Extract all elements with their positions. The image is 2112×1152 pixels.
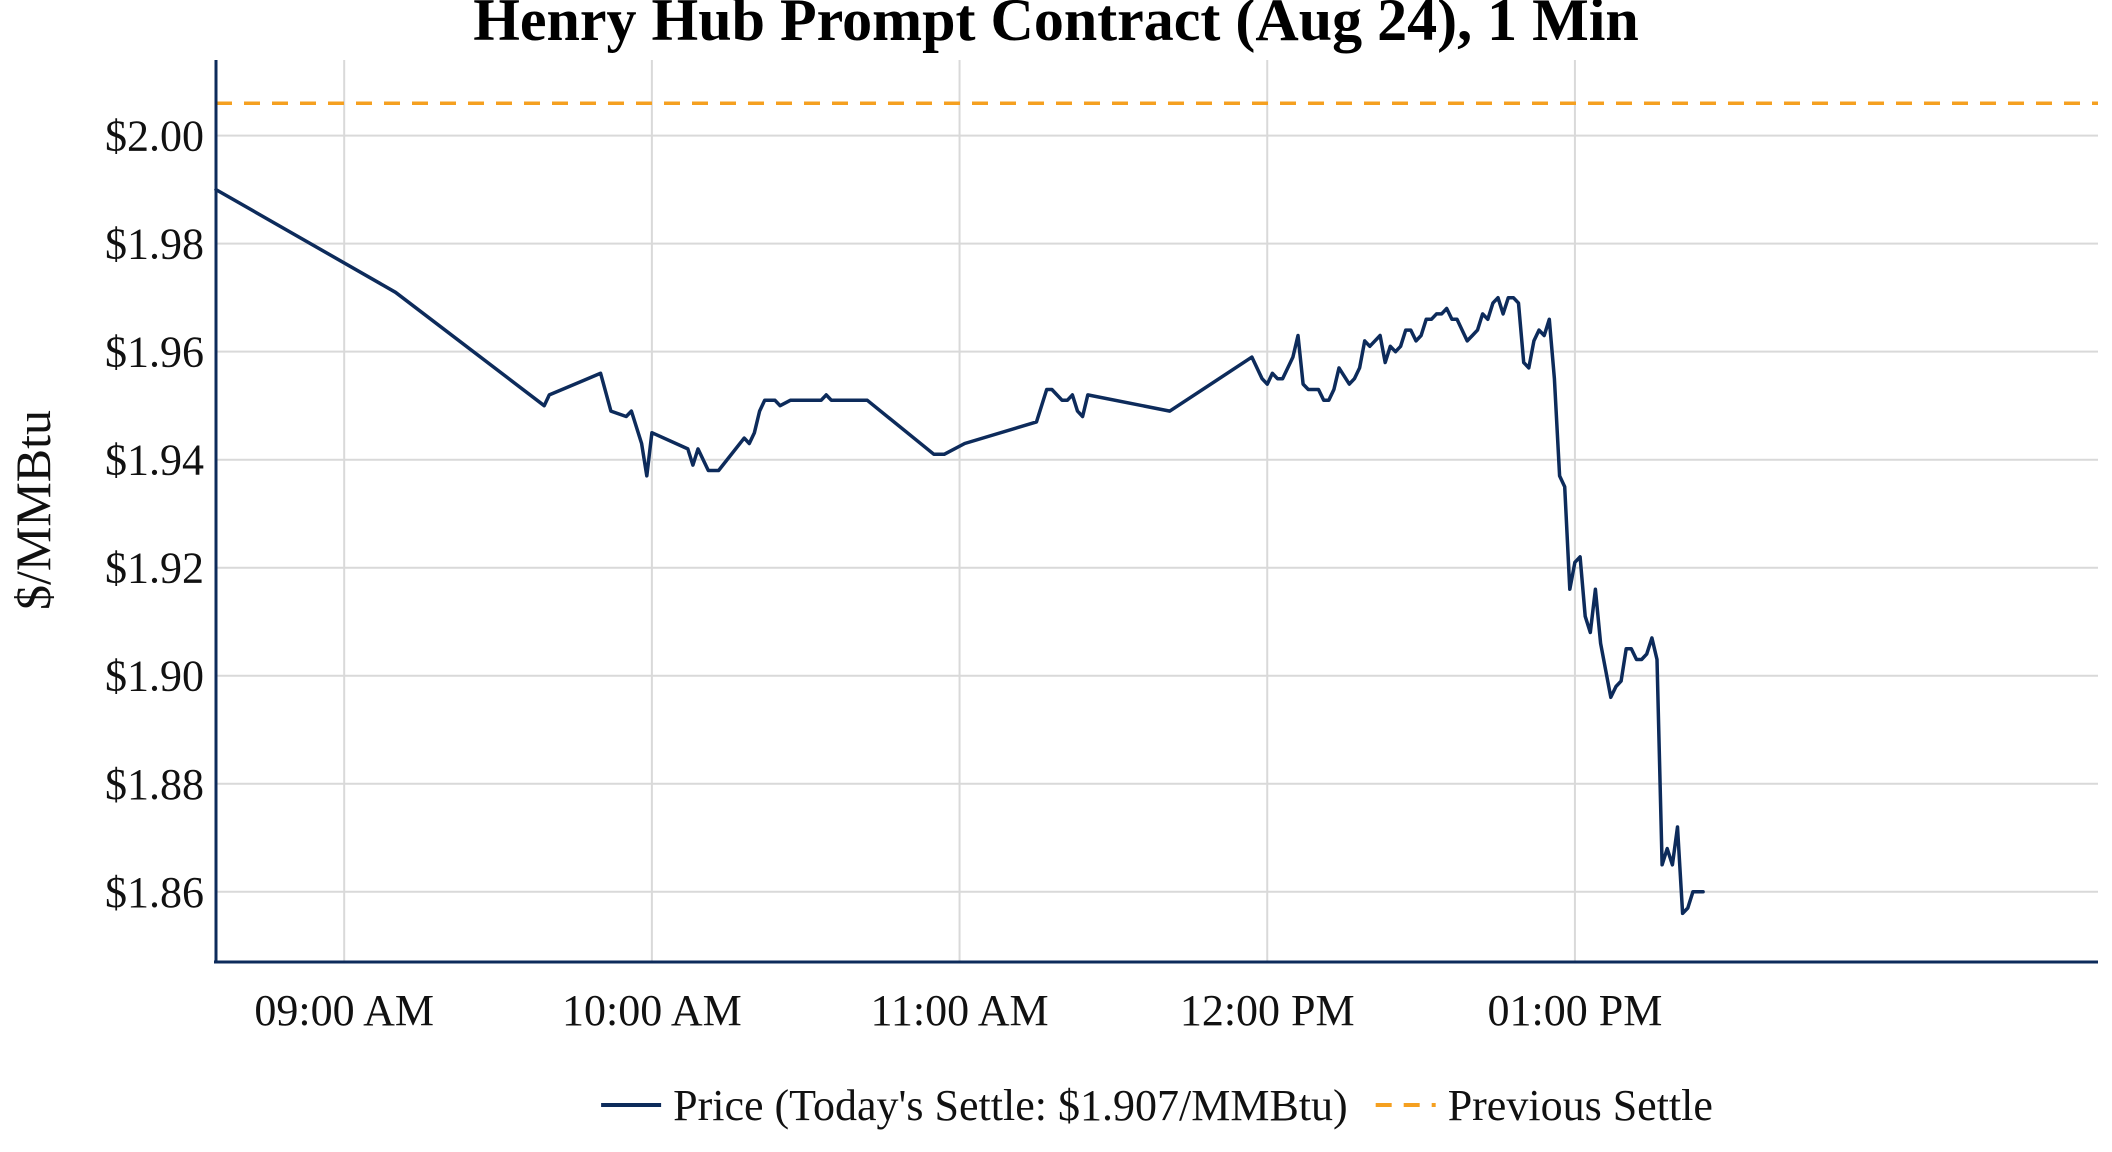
y-tick-labels: $1.86 $1.88 $1.90 $1.92 $1.94 $1.96 $1.98 $2.00: [105, 112, 204, 917]
x-tick-label: 10:00 AM: [562, 986, 742, 1035]
x-tick-label: 01:00 PM: [1488, 986, 1663, 1035]
y-tick-label: $2.00: [105, 112, 204, 161]
y-tick-label: $1.86: [105, 868, 204, 917]
price-series-line: [214, 187, 1705, 916]
y-tick-label: $1.92: [105, 544, 204, 593]
y-tick-label: $1.96: [105, 328, 204, 377]
y-tick-label: $1.98: [105, 220, 204, 269]
x-tick-label: 09:00 AM: [254, 986, 434, 1035]
data-series: [214, 187, 1705, 916]
chart-title: Henry Hub Prompt Contract (Aug 24), 1 Mi…: [473, 0, 1639, 53]
legend-label: Price (Today's Settle: $1.907/MMBtu): [673, 1081, 1348, 1130]
legend: Price (Today's Settle: $1.907/MMBtu) Prev…: [601, 1081, 1713, 1130]
x-tick-labels: 09:00 AM 10:00 AM 11:00 AM 12:00 PM 01:00 PM: [254, 986, 1662, 1035]
y-tick-label: $1.88: [105, 760, 204, 809]
y-axis-label: $/MMBtu: [5, 410, 61, 610]
gridlines: [216, 60, 2098, 962]
axes: [214, 60, 2098, 964]
legend-label: Previous Settle: [1448, 1081, 1713, 1130]
y-tick-label: $1.94: [105, 436, 204, 485]
x-tick-label: 12:00 PM: [1180, 986, 1355, 1035]
x-tick-label: 11:00 AM: [871, 986, 1049, 1035]
y-tick-label: $1.90: [105, 652, 204, 701]
